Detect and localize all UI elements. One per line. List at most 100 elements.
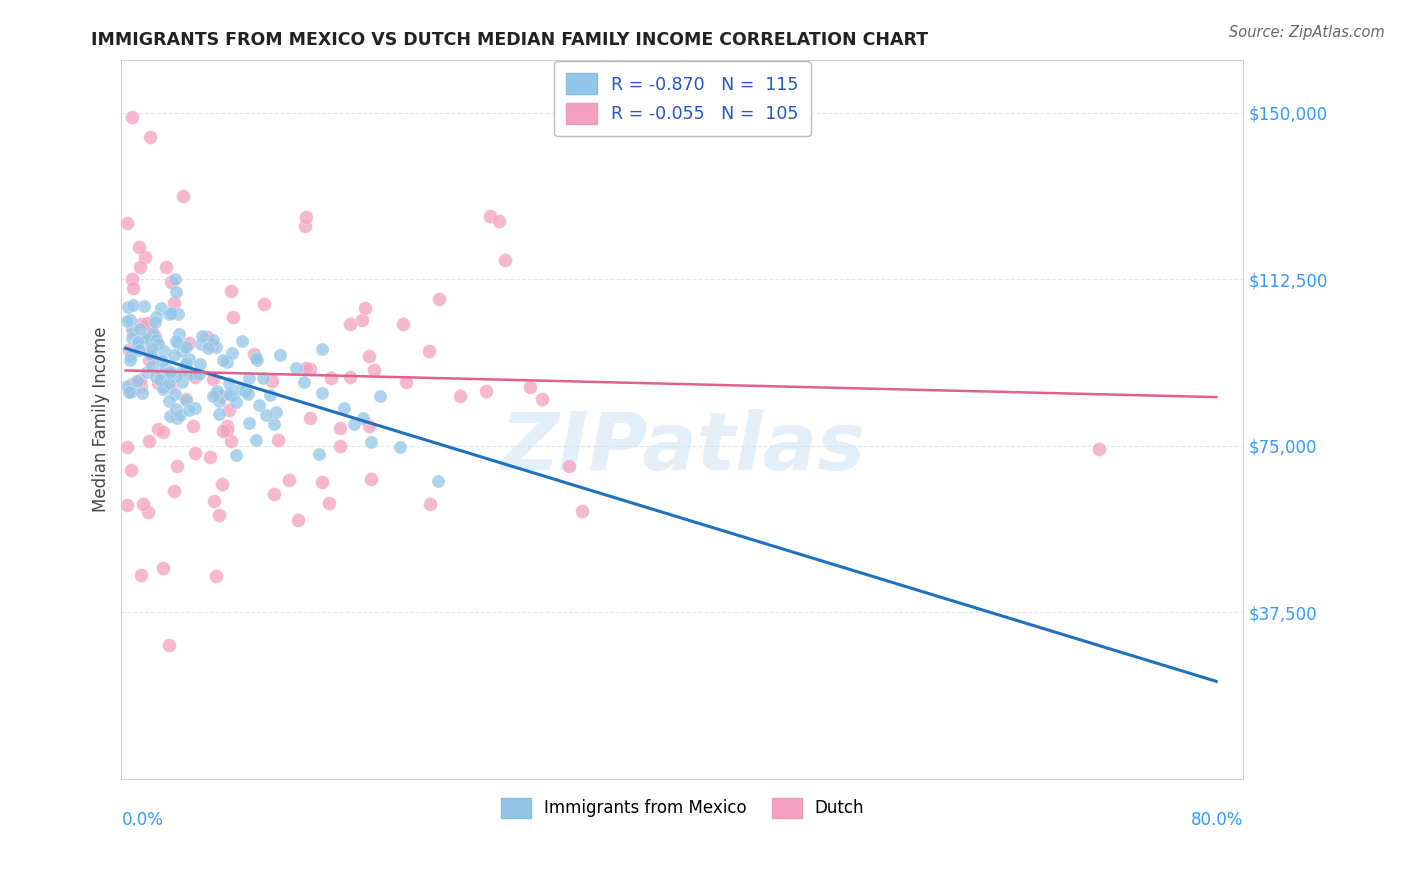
Text: 80.0%: 80.0%	[1191, 812, 1243, 830]
Point	[238, 416, 260, 430]
Point	[121, 272, 143, 286]
Point	[134, 300, 156, 314]
Point	[129, 322, 152, 336]
Point	[419, 497, 441, 511]
Point	[571, 504, 593, 518]
Point	[558, 458, 581, 473]
Point	[260, 375, 283, 389]
Point	[163, 348, 186, 362]
Point	[208, 508, 231, 522]
Point	[142, 326, 165, 341]
Point	[368, 388, 391, 402]
Point	[160, 306, 183, 320]
Point	[360, 435, 382, 450]
Point	[157, 376, 180, 390]
Point	[170, 365, 193, 379]
Point	[139, 348, 162, 362]
Point	[181, 419, 204, 434]
Point	[177, 351, 200, 366]
Point	[219, 284, 242, 298]
Point	[139, 320, 162, 334]
Point	[298, 411, 321, 425]
Point	[115, 379, 138, 393]
Point	[120, 463, 142, 477]
Point	[264, 405, 287, 419]
Point	[150, 354, 173, 368]
Point	[167, 308, 190, 322]
Point	[160, 367, 183, 381]
Point	[311, 342, 333, 356]
Point	[152, 343, 174, 358]
Point	[131, 386, 153, 401]
Point	[143, 315, 166, 329]
Point	[128, 343, 150, 357]
Point	[159, 365, 181, 379]
Point	[190, 357, 212, 371]
Point	[218, 386, 240, 401]
Point	[311, 386, 333, 401]
Point	[191, 328, 214, 343]
Point	[205, 340, 228, 354]
Point	[115, 216, 138, 230]
Point	[221, 346, 243, 360]
Point	[269, 348, 291, 362]
Point	[115, 314, 138, 328]
Point	[254, 409, 277, 423]
Point	[129, 373, 152, 387]
Point	[184, 401, 207, 416]
Point	[252, 371, 274, 385]
Point	[339, 317, 361, 331]
Point	[494, 253, 516, 268]
Point	[215, 423, 238, 437]
Point	[174, 340, 197, 354]
Point	[319, 371, 342, 385]
Point	[201, 372, 224, 386]
Point	[128, 240, 150, 254]
Point	[519, 379, 541, 393]
Point	[219, 434, 242, 448]
Y-axis label: Median Family Income: Median Family Income	[93, 326, 110, 512]
Point	[329, 439, 352, 453]
Point	[350, 312, 373, 326]
Point	[120, 349, 142, 363]
Point	[157, 307, 180, 321]
Point	[222, 310, 245, 325]
Point	[174, 359, 197, 374]
Point	[391, 318, 413, 332]
Point	[363, 363, 385, 377]
Point	[212, 424, 235, 438]
Point	[166, 336, 188, 351]
Point	[149, 373, 172, 387]
Point	[174, 364, 197, 378]
Point	[165, 285, 187, 299]
Point	[179, 336, 201, 351]
Point	[478, 209, 501, 223]
Point	[141, 350, 163, 364]
Point	[353, 301, 375, 315]
Point	[530, 392, 553, 406]
Point	[388, 440, 411, 454]
Point	[143, 329, 166, 343]
Point	[145, 333, 167, 347]
Point	[205, 569, 228, 583]
Point	[136, 365, 159, 379]
Point	[159, 380, 181, 394]
Point	[132, 497, 155, 511]
Point	[125, 374, 148, 388]
Point	[153, 361, 176, 376]
Point	[245, 433, 267, 447]
Point	[174, 392, 197, 407]
Point	[128, 334, 150, 349]
Point	[295, 360, 318, 375]
Point	[184, 446, 207, 460]
Point	[122, 298, 145, 312]
Point	[278, 473, 301, 487]
Point	[202, 493, 225, 508]
Point	[127, 335, 149, 350]
Point	[155, 260, 177, 275]
Point	[115, 499, 138, 513]
Point	[152, 382, 174, 396]
Point	[475, 384, 498, 398]
Point	[298, 361, 321, 376]
Point	[212, 353, 235, 368]
